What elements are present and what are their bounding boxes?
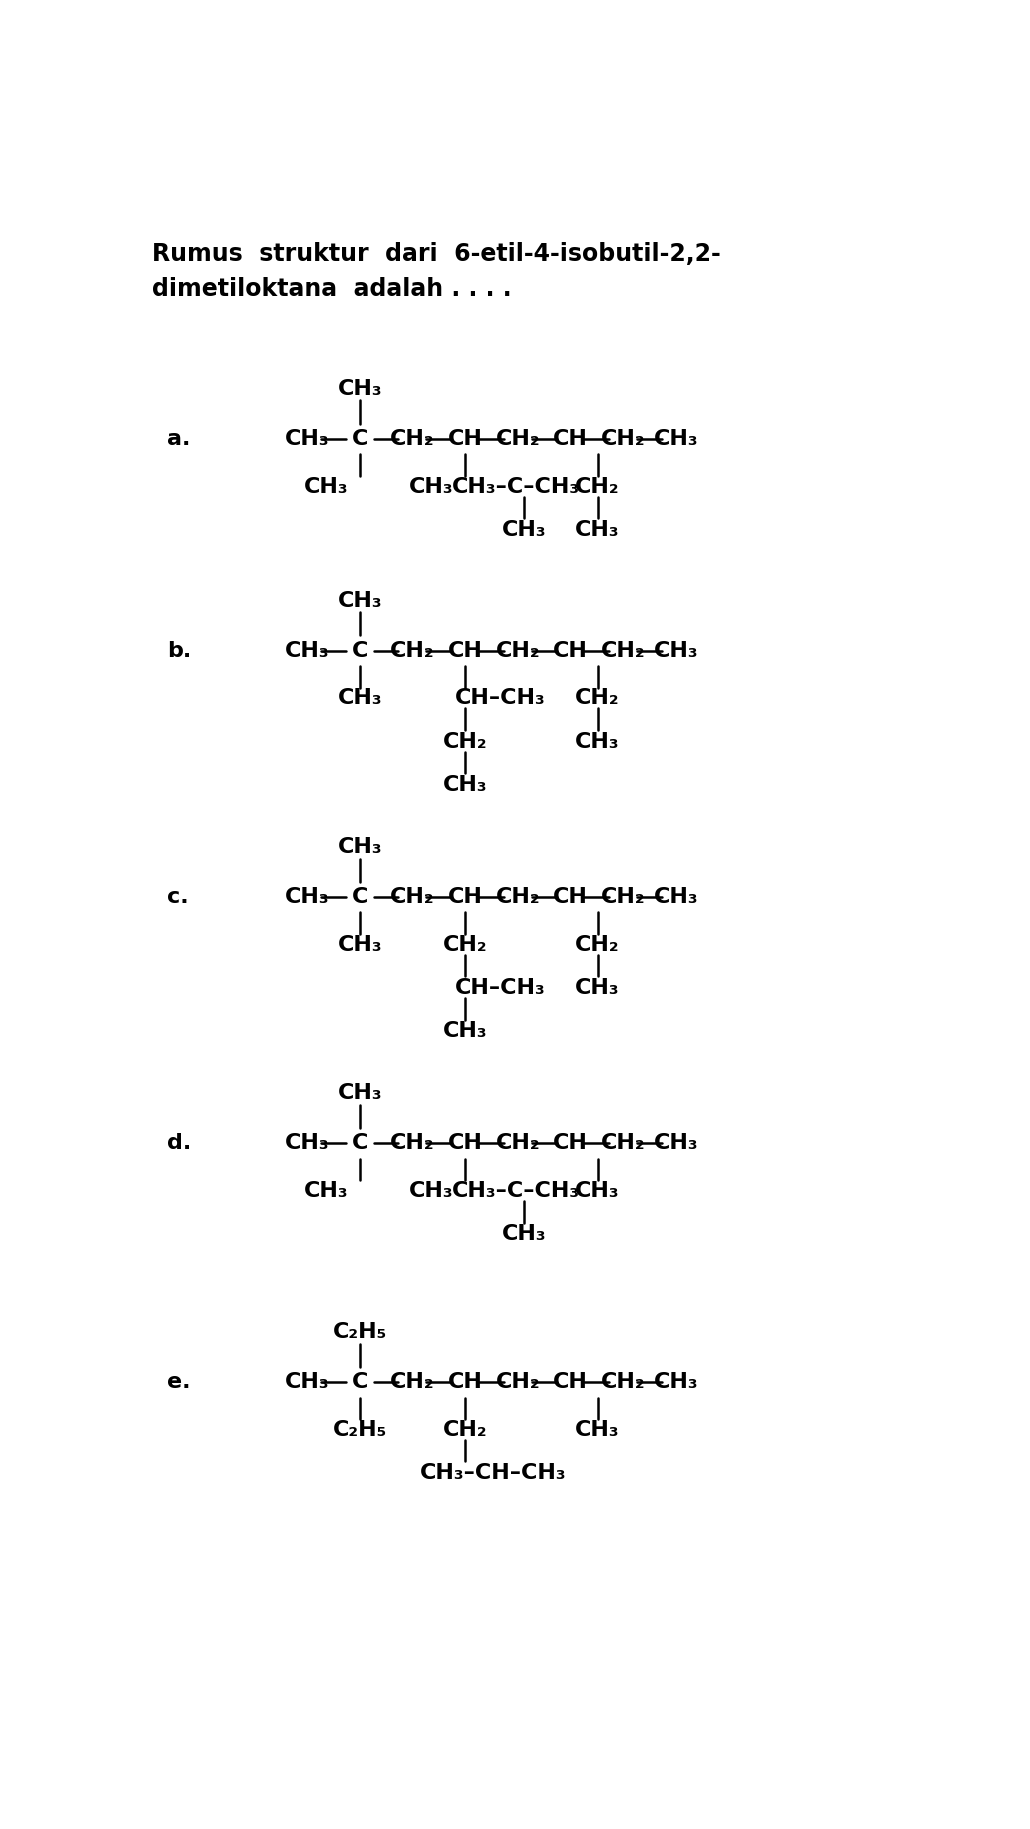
Text: CH₃: CH₃ [338,838,382,858]
Text: CH₂: CH₂ [600,1134,646,1154]
Text: CH: CH [553,1134,588,1154]
Text: CH: CH [448,887,482,907]
Text: CH₂: CH₂ [443,1419,487,1439]
Text: CH₂: CH₂ [390,640,435,660]
Text: e.: e. [168,1372,191,1392]
Text: CH₃: CH₃ [654,640,698,660]
Text: CH₃: CH₃ [654,430,698,448]
Text: CH₂: CH₂ [495,887,540,907]
Text: CH₃: CH₃ [338,688,382,708]
Text: CH₂: CH₂ [600,430,646,448]
Text: C: C [351,887,368,907]
Text: CH₂: CH₂ [495,1134,540,1154]
Text: CH₂: CH₂ [443,732,487,752]
Text: CH₃: CH₃ [654,1372,698,1392]
Text: CH₂: CH₂ [576,688,620,708]
Text: CH₃: CH₃ [502,519,546,540]
Text: CH₃: CH₃ [576,732,620,752]
Text: CH₃: CH₃ [284,1372,330,1392]
Text: CH₃: CH₃ [338,591,382,611]
Text: CH: CH [553,430,588,448]
Text: CH₃: CH₃ [654,887,698,907]
Text: CH₂: CH₂ [495,430,540,448]
Text: CH₃: CH₃ [502,1224,546,1244]
Text: CH: CH [553,1372,588,1392]
Text: CH₂: CH₂ [600,887,646,907]
Text: a.: a. [168,430,191,448]
Text: b.: b. [168,640,192,660]
Text: CH₃–C–CH₃: CH₃–C–CH₃ [452,1182,580,1202]
Text: CH₂: CH₂ [600,640,646,660]
Text: CH₃: CH₃ [576,979,620,999]
Text: CH₂: CH₂ [576,477,620,497]
Text: dimetiloktana  adalah . . . .: dimetiloktana adalah . . . . [152,276,512,300]
Text: d.: d. [168,1134,192,1154]
Text: CH₃: CH₃ [304,1182,349,1202]
Text: C: C [351,1372,368,1392]
Text: CH–CH₃: CH–CH₃ [455,979,546,999]
Text: CH₃: CH₃ [443,775,487,794]
Text: CH₃: CH₃ [284,887,330,907]
Text: CH: CH [553,640,588,660]
Text: CH₂: CH₂ [600,1372,646,1392]
Text: CH₂: CH₂ [495,640,540,660]
Text: CH: CH [448,1134,482,1154]
Text: CH₃–C–CH₃: CH₃–C–CH₃ [452,477,580,497]
Text: Rumus  struktur  dari  6-etil-4-isobutil-2,2-: Rumus struktur dari 6-etil-4-isobutil-2,… [152,241,721,267]
Text: c.: c. [168,887,190,907]
Text: CH₂: CH₂ [390,887,435,907]
Text: CH: CH [448,1372,482,1392]
Text: CH₃: CH₃ [576,1182,620,1202]
Text: CH₃: CH₃ [284,1134,330,1154]
Text: C: C [351,1134,368,1154]
Text: CH: CH [553,887,588,907]
Text: CH₃: CH₃ [338,935,382,955]
Text: CH₃: CH₃ [409,477,453,497]
Text: CH₂: CH₂ [495,1372,540,1392]
Text: CH₃: CH₃ [576,519,620,540]
Text: C: C [351,640,368,660]
Text: CH₃: CH₃ [654,1134,698,1154]
Text: CH₃: CH₃ [304,477,349,497]
Text: CH₃–CH–CH₃: CH₃–CH–CH₃ [419,1463,566,1483]
Text: CH–CH₃: CH–CH₃ [455,688,546,708]
Text: CH₃: CH₃ [338,1083,382,1103]
Text: CH: CH [448,640,482,660]
Text: CH₃: CH₃ [409,1182,453,1202]
Text: C₂H₅: C₂H₅ [333,1419,387,1439]
Text: CH₂: CH₂ [576,935,620,955]
Text: C: C [351,430,368,448]
Text: CH₃: CH₃ [443,1021,487,1041]
Text: C₂H₅: C₂H₅ [333,1322,387,1342]
Text: CH₃: CH₃ [576,1419,620,1439]
Text: CH: CH [448,430,482,448]
Text: CH₃: CH₃ [338,379,382,399]
Text: CH₂: CH₂ [443,935,487,955]
Text: CH₃: CH₃ [284,640,330,660]
Text: CH₃: CH₃ [284,430,330,448]
Text: CH₂: CH₂ [390,430,435,448]
Text: CH₂: CH₂ [390,1134,435,1154]
Text: CH₂: CH₂ [390,1372,435,1392]
